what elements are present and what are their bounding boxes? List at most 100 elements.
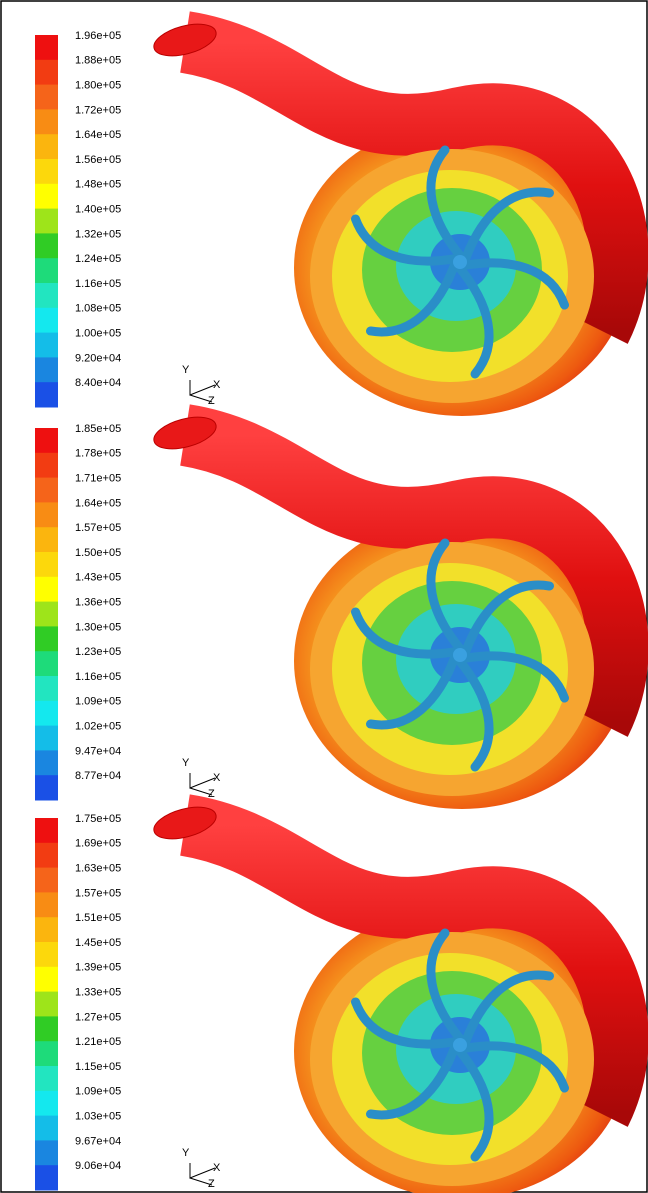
axis-y: Y — [182, 1147, 190, 1159]
axis-x: X — [213, 772, 221, 784]
legend-label: 1.09e+05 — [75, 1086, 121, 1098]
axis-y: Y — [182, 364, 190, 376]
colorbar-band — [35, 602, 58, 627]
colorbar-band — [35, 892, 58, 917]
legend-label: 1.63e+05 — [75, 863, 121, 875]
colorbar-band — [35, 60, 58, 85]
colorbar-band — [35, 184, 58, 209]
colorbar-band — [35, 283, 58, 308]
pump-render — [150, 801, 630, 1193]
colorbar-band — [35, 917, 58, 942]
legend-label: 1.00e+05 — [75, 328, 121, 340]
axis-x: X — [213, 379, 221, 391]
colorbar-band — [35, 35, 58, 60]
legend-label: 1.03e+05 — [75, 1111, 121, 1123]
page: 1.96e+05 1.88e+05 1.80e+05 1.72e+05 1.64e+05… — [0, 0, 648, 1193]
colorbar-band — [35, 750, 58, 775]
colorbar-band — [35, 209, 58, 234]
colorbar-band — [35, 382, 58, 407]
legend-label: 9.47e+04 — [75, 745, 121, 757]
legend-label: 1.40e+05 — [75, 204, 121, 216]
colorbar-band — [35, 992, 58, 1017]
legend-label: 1.72e+05 — [75, 104, 121, 116]
colorbar-band — [35, 453, 58, 478]
legend-label: 1.02e+05 — [75, 721, 121, 733]
legend-label: 1.50e+05 — [75, 547, 121, 559]
legend-label: 1.43e+05 — [75, 572, 121, 584]
legend-label: 1.27e+05 — [75, 1011, 121, 1023]
colorbar-band — [35, 651, 58, 676]
legend-label: 1.96e+05 — [75, 30, 121, 42]
colorbar-band — [35, 1140, 58, 1165]
colorbar-band — [35, 552, 58, 577]
colorbar-band — [35, 676, 58, 701]
colorbar-band — [35, 85, 58, 110]
colorbar-band — [35, 333, 58, 358]
legend-label: 1.88e+05 — [75, 55, 121, 67]
colorbar-band — [35, 478, 58, 503]
legend-label: 1.69e+05 — [75, 838, 121, 850]
colorbar-band — [35, 308, 58, 333]
colorbar-band — [35, 134, 58, 159]
legend-label: 1.15e+05 — [75, 1061, 121, 1073]
legend-label: 1.85e+05 — [75, 423, 121, 435]
legend-label: 9.20e+04 — [75, 352, 121, 364]
legend-label: 1.56e+05 — [75, 154, 121, 166]
legend-label: 1.09e+05 — [75, 696, 121, 708]
colorbar-band — [35, 258, 58, 283]
legend-label: 1.51e+05 — [75, 912, 121, 924]
colorbar-band — [35, 357, 58, 382]
legend-label: 9.67e+04 — [75, 1135, 121, 1147]
colorbar-band — [35, 1066, 58, 1091]
colorbar-band — [35, 868, 58, 893]
legend-label: 1.39e+05 — [75, 962, 121, 974]
legend-label: 1.78e+05 — [75, 448, 121, 460]
legend-label: 1.36e+05 — [75, 597, 121, 609]
legend-label: 1.80e+05 — [75, 80, 121, 92]
legend-label: 1.48e+05 — [75, 179, 121, 191]
legend-label: 1.16e+05 — [75, 278, 121, 290]
colorbar-band — [35, 1116, 58, 1141]
colorbar-band — [35, 527, 58, 552]
axis-y: Y — [182, 757, 190, 769]
axis-z: Z — [208, 788, 215, 800]
pump-render — [150, 411, 630, 809]
legend-label: 1.64e+05 — [75, 129, 121, 141]
legend-label: 1.71e+05 — [75, 473, 121, 485]
colorbar-band — [35, 1165, 58, 1190]
legend-label: 1.23e+05 — [75, 646, 121, 658]
colorbar-band — [35, 577, 58, 602]
axis-x: X — [213, 1162, 221, 1174]
colorbar-band — [35, 843, 58, 868]
colorbar-band — [35, 428, 58, 453]
legend-label: 1.16e+05 — [75, 671, 121, 683]
colorbar-band — [35, 967, 58, 992]
colorbar-band — [35, 1091, 58, 1116]
legend-label: 1.30e+05 — [75, 621, 121, 633]
figure: 1.96e+05 1.88e+05 1.80e+05 1.72e+05 1.64e+05… — [0, 0, 648, 1193]
colorbar-band — [35, 1041, 58, 1066]
colorbar-band — [35, 942, 58, 967]
legend-label: 1.75e+05 — [75, 813, 121, 825]
colorbar-band — [35, 818, 58, 843]
legend-label: 8.40e+04 — [75, 377, 121, 389]
legend-label: 1.57e+05 — [75, 522, 121, 534]
colorbar-band — [35, 726, 58, 751]
legend-label: 1.33e+05 — [75, 987, 121, 999]
colorbar-band — [35, 775, 58, 800]
colorbar-band — [35, 233, 58, 258]
legend-label: 1.64e+05 — [75, 497, 121, 509]
legend-label: 1.32e+05 — [75, 228, 121, 240]
axis-z: Z — [208, 395, 215, 407]
axis-z: Z — [208, 1178, 215, 1190]
colorbar-band — [35, 109, 58, 134]
colorbar-band — [35, 159, 58, 184]
legend-label: 8.77e+04 — [75, 770, 121, 782]
colorbar-band — [35, 1016, 58, 1041]
legend-label: 9.06e+04 — [75, 1160, 121, 1172]
legend-label: 1.08e+05 — [75, 303, 121, 315]
legend-label: 1.24e+05 — [75, 253, 121, 265]
legend-label: 1.57e+05 — [75, 887, 121, 899]
colorbar-band — [35, 701, 58, 726]
legend-label: 1.21e+05 — [75, 1036, 121, 1048]
